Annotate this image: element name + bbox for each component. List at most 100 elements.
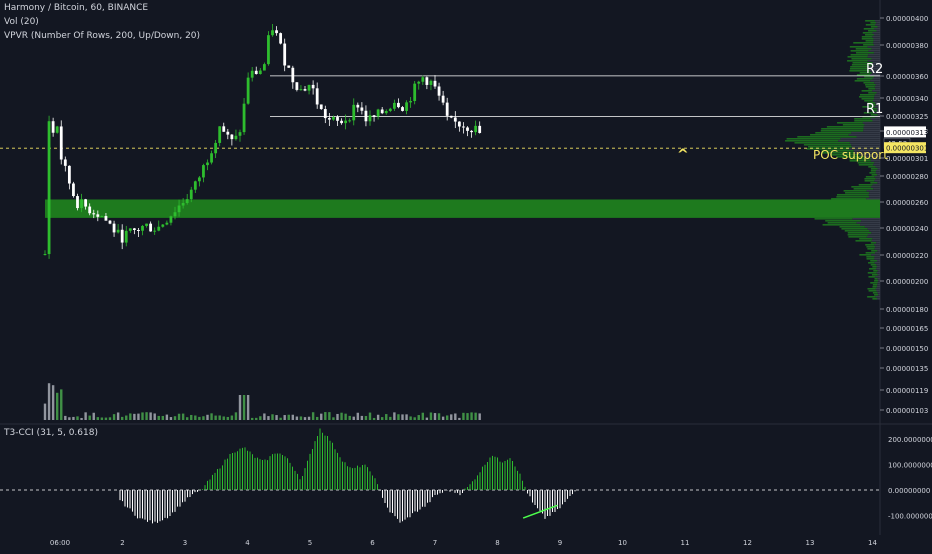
volume-bar [141, 412, 144, 420]
volume-bar [295, 416, 299, 420]
cci-tick-label: 0.00000000 [888, 487, 930, 495]
vpvr-row-down [867, 228, 880, 230]
vpvr-row-up [874, 278, 878, 280]
vpvr-row-down [870, 158, 880, 160]
volume-bar [445, 415, 449, 420]
vpvr-row-up [794, 142, 850, 144]
volume-bar [68, 417, 71, 420]
vpvr-row-up [866, 256, 875, 258]
candle-body [193, 181, 197, 190]
volume-bar [125, 415, 128, 420]
volume-bar [181, 413, 185, 420]
vpvr-row-down [866, 236, 880, 238]
volume-bar [478, 413, 481, 420]
volume-bar [376, 414, 380, 420]
price-tick-label: 0.00000240 [886, 225, 928, 233]
vpvr-row-up [836, 196, 870, 198]
indicator-legend: T3-CCI (31, 5, 0.618) [4, 428, 98, 438]
candle-body [254, 70, 258, 75]
vpvr-row-up [871, 274, 878, 276]
vpvr-row-down [871, 58, 880, 60]
vpvr-row-up [868, 30, 877, 32]
time-tick-label: 6 [370, 539, 375, 547]
vpvr-row-up [855, 48, 872, 50]
vpvr-row-down [851, 144, 880, 146]
vpvr-row-down [877, 250, 880, 252]
vpvr-row-down [869, 192, 880, 194]
vpvr-row-up [847, 234, 868, 236]
candle-body [405, 102, 408, 111]
volume-bar [271, 414, 274, 420]
candle-body [246, 77, 250, 104]
candle-body [332, 117, 335, 120]
vpvr-row-down [860, 224, 880, 226]
candle-body [238, 132, 242, 136]
candle-body [59, 126, 63, 160]
vpvr-row-down [873, 42, 880, 44]
volume-bar [222, 416, 225, 420]
volume-bar [145, 412, 148, 420]
volume-bar [429, 412, 433, 420]
vpvr-row-down [872, 36, 880, 38]
vpvr-row-down [871, 48, 880, 50]
price-tick-label: 0.00000340 [886, 95, 928, 103]
vpvr-row-up [870, 114, 878, 116]
volume-bar [198, 416, 201, 420]
vpvr-row-down [873, 38, 880, 40]
vpvr-row-up [868, 92, 877, 94]
price-tick-label: 0.00000380 [886, 42, 928, 50]
vpvr-row-down [848, 148, 880, 150]
vpvr-row-down [876, 268, 880, 270]
vpvr-row-down [869, 196, 880, 198]
poc-zone [45, 199, 880, 218]
volume-bar [226, 416, 230, 420]
vpvr-row-up [858, 164, 874, 166]
cci-tick-label: -100.00000000 [888, 513, 932, 521]
vpvr-row-up [861, 90, 873, 92]
volume-bar [84, 412, 87, 420]
volume-bar [311, 412, 315, 420]
vpvr-row-up [847, 60, 868, 62]
vpvr-row-down [848, 134, 880, 136]
vpvr-row-down [852, 218, 880, 220]
candle-body [120, 229, 124, 243]
volume-bar [307, 416, 311, 420]
vpvr-row-up [874, 294, 879, 296]
volume-bar [454, 413, 457, 420]
vpvr-row-up [836, 156, 865, 158]
vpvr-row-up [849, 46, 868, 48]
candle-body [132, 228, 136, 230]
vpvr-row-up [867, 272, 877, 274]
volume-bar [413, 417, 416, 420]
vpvr-row-up [841, 228, 868, 230]
candle-body [457, 121, 461, 127]
vpvr-row-down [872, 62, 880, 64]
candle-body [445, 102, 449, 116]
vpvr-row-down [877, 278, 880, 280]
vpvr-row-down [851, 132, 880, 134]
candle-body [380, 109, 384, 114]
candle-body [88, 206, 92, 214]
vpvr-row-down [864, 226, 880, 228]
r1-label: R1 [866, 102, 884, 117]
vpvr-row-down [874, 76, 880, 78]
vpvr-row-down [868, 50, 880, 52]
vpvr-row-down [874, 258, 880, 260]
vpvr-row-up [837, 122, 863, 124]
vpvr-row-up [871, 250, 878, 252]
volume-bar [194, 415, 197, 420]
candle-body [222, 126, 226, 132]
volume-bar [177, 413, 181, 420]
candle-body [299, 89, 303, 91]
vpvr-row-down [877, 114, 880, 116]
vpvr-row-down [872, 78, 880, 80]
vpvr-legend: VPVR (Number Of Rows, 200, Up/Down, 20) [4, 31, 201, 41]
vpvr-row-down [875, 84, 880, 86]
candle-body [112, 223, 116, 233]
candle-body [242, 103, 246, 133]
volume-bar [275, 415, 278, 420]
candle-body [462, 126, 465, 128]
candle-body [360, 107, 364, 111]
